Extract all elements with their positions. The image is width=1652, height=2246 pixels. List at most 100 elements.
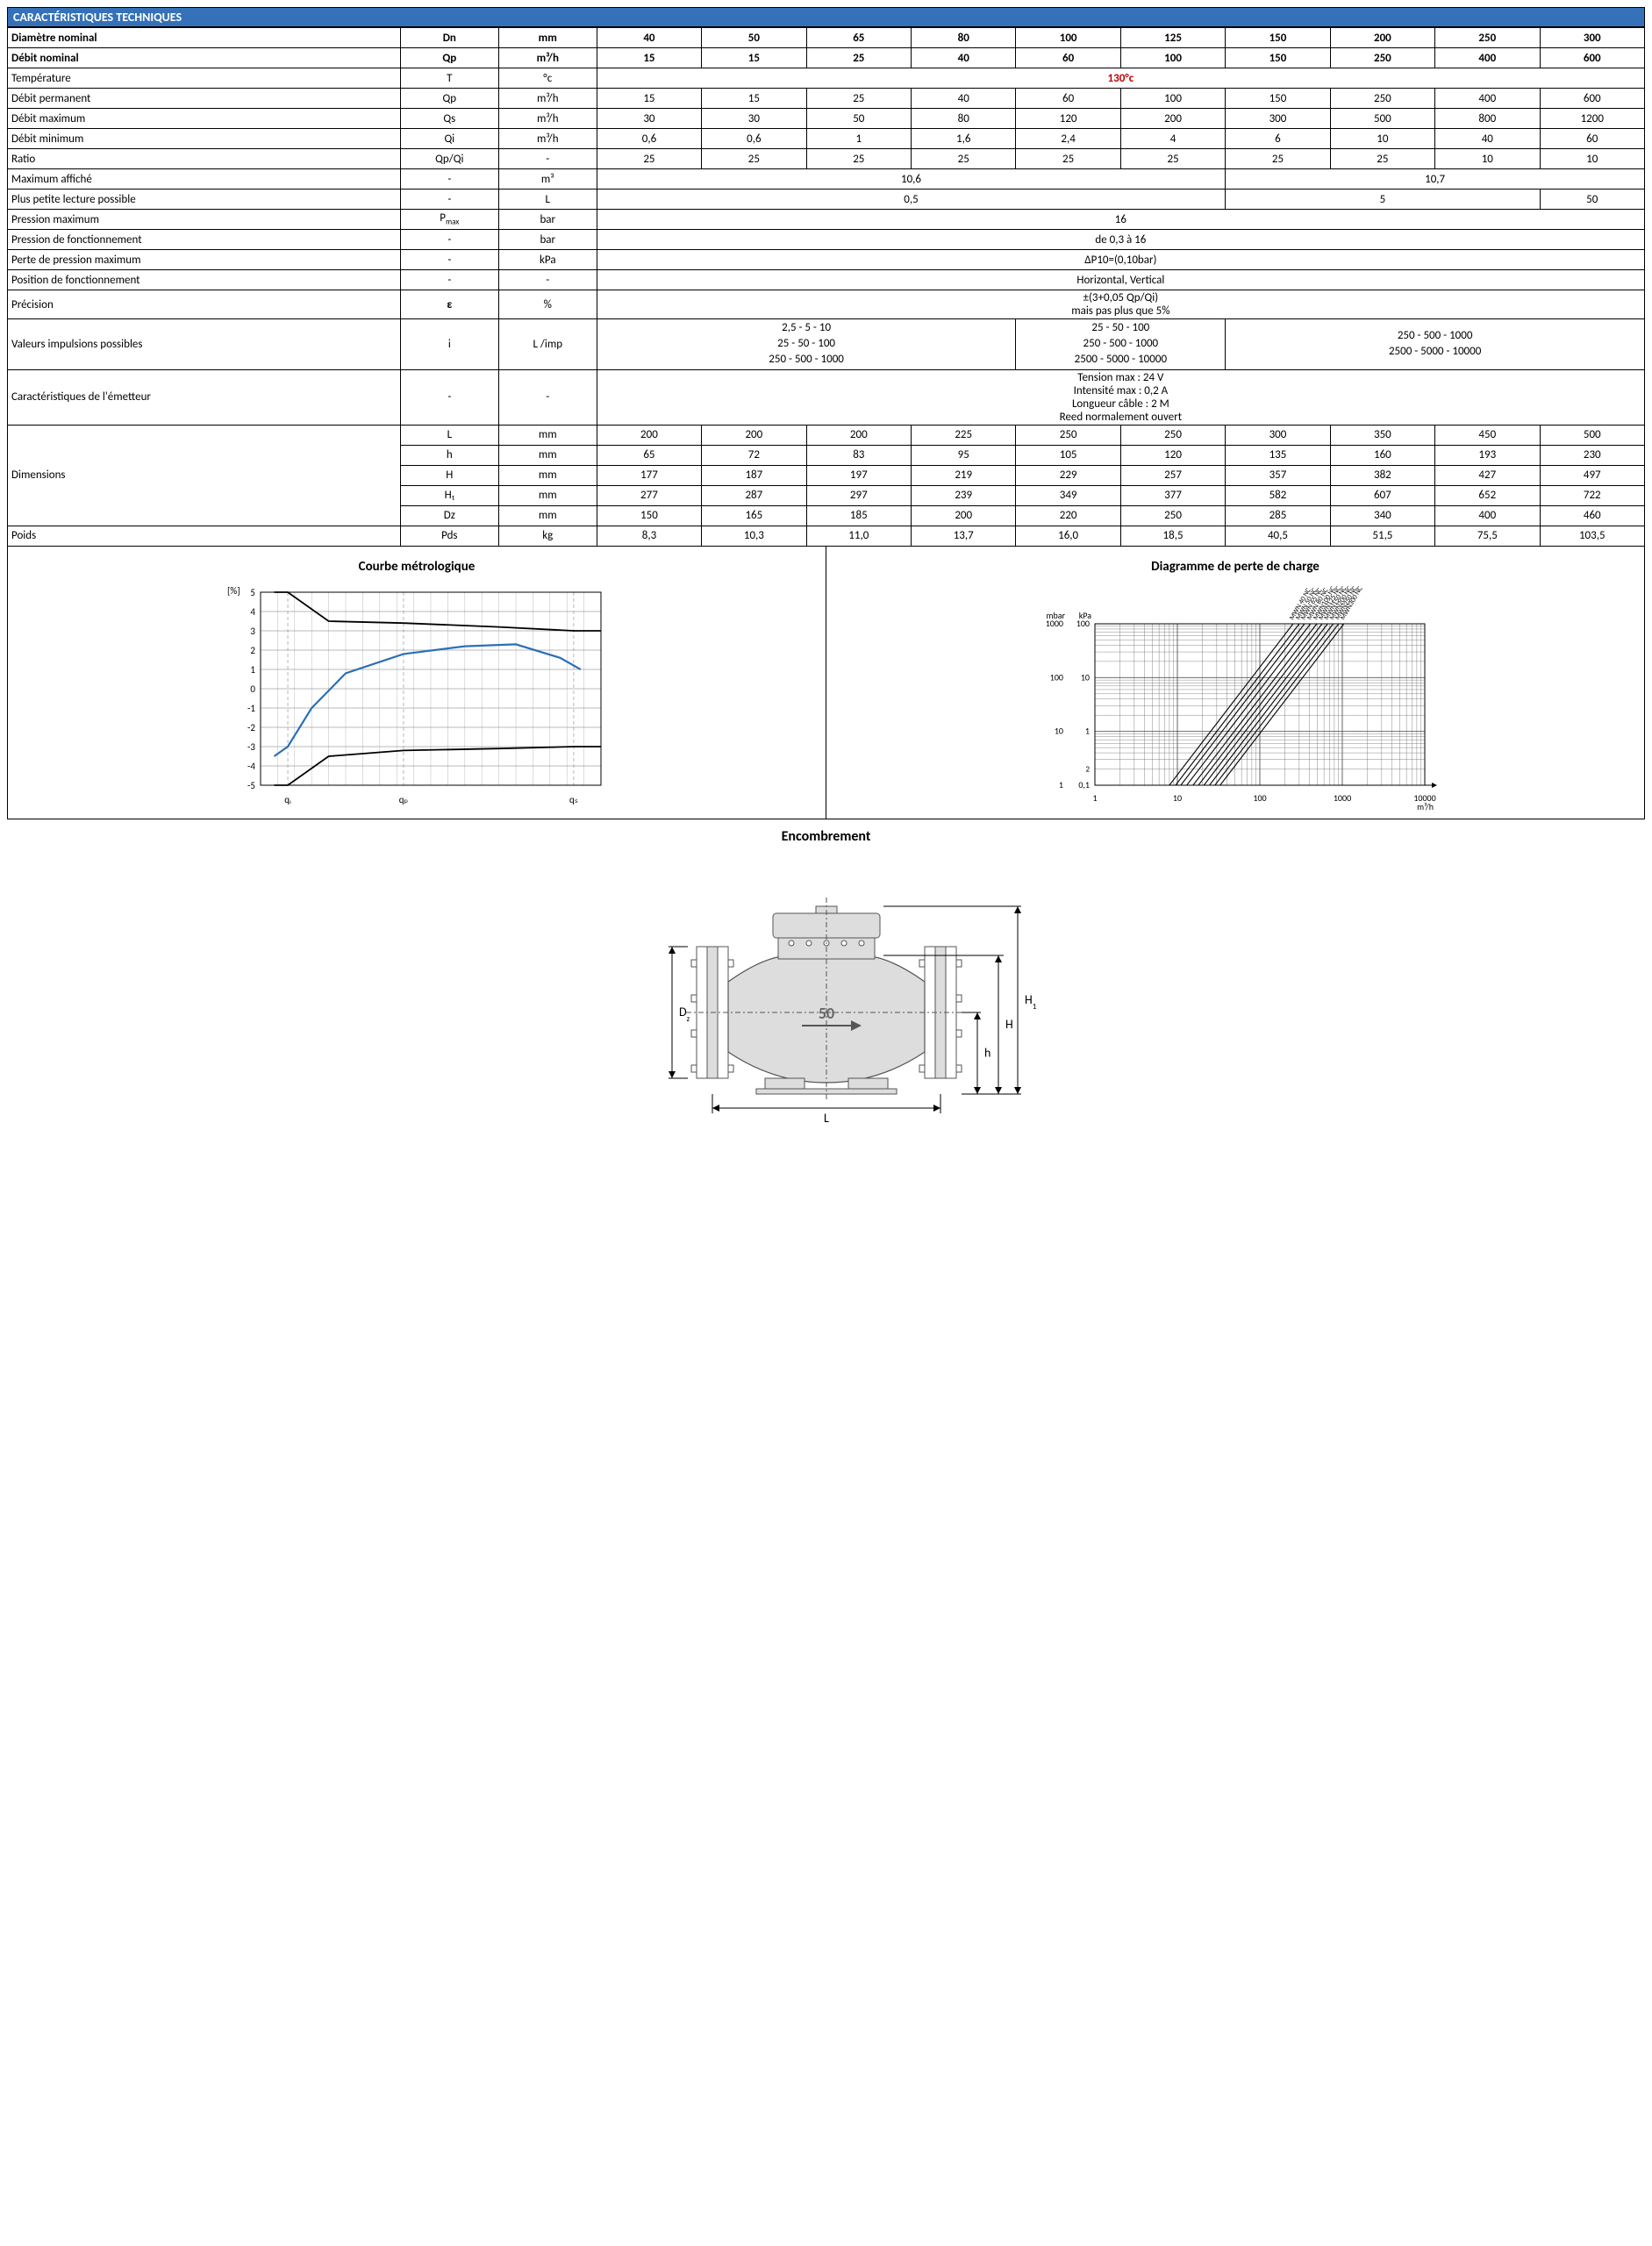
svg-text:[%]: [%] <box>227 585 240 597</box>
spec-value: 10 <box>1540 149 1644 169</box>
spec-value: 25 <box>912 149 1016 169</box>
spec-value: 40,5 <box>1226 526 1330 546</box>
table-row: PoidsPdskg8,310,311,013,716,018,540,551,… <box>8 526 1645 546</box>
spec-unit: mm <box>498 445 597 465</box>
spec-value: 16,0 <box>1016 526 1120 546</box>
spec-value: 197 <box>806 465 911 485</box>
spec-value: 582 <box>1226 485 1330 505</box>
table-row: Débit permanentQpm³/h1515254060100150250… <box>8 89 1645 109</box>
spec-value: 400 <box>1435 89 1540 109</box>
spec-value: 257 <box>1120 465 1225 485</box>
spec-value: 120 <box>1016 109 1120 129</box>
svg-text:-4: -4 <box>247 761 255 772</box>
spec-label: Diamètre nominal <box>8 28 401 48</box>
chart-metrologique: Courbe métrologique 543210-1-2-3-4-5qᵢqₚ… <box>8 547 826 819</box>
spec-label: Ratio <box>8 149 401 169</box>
spec-value: 50 <box>1540 190 1644 210</box>
spec-value: 6 <box>1226 129 1330 149</box>
spec-value: de 0,3 à 16 <box>597 230 1644 250</box>
spec-value: 2,4 <box>1016 129 1120 149</box>
spec-value: 239 <box>912 485 1016 505</box>
svg-text:-1: -1 <box>247 703 255 714</box>
spec-label: Dimensions <box>8 425 401 526</box>
spec-value: 200 <box>912 505 1016 526</box>
svg-text:1: 1 <box>1092 792 1097 804</box>
spec-value: 497 <box>1540 465 1644 485</box>
spec-value: 150 <box>1226 48 1330 68</box>
spec-symbol: - <box>400 190 498 210</box>
spec-value: 95 <box>912 445 1016 465</box>
spec-label: Maximum affiché <box>8 169 401 190</box>
svg-text:100: 100 <box>1050 671 1063 683</box>
spec-value: 25 <box>806 149 911 169</box>
spec-symbol: - <box>400 369 498 425</box>
spec-value: 500 <box>1330 109 1434 129</box>
spec-label: Position de fonctionnement <box>8 270 401 290</box>
spec-label: Précision <box>8 290 401 319</box>
svg-text:1: 1 <box>1085 725 1090 736</box>
spec-value: 25 <box>806 89 911 109</box>
table-row: Plus petite lecture possible-L0,5550 <box>8 190 1645 210</box>
spec-value: 607 <box>1330 485 1434 505</box>
spec-value: 125 <box>1120 28 1225 48</box>
spec-value: 722 <box>1540 485 1644 505</box>
table-row: Débit minimumQim³/h0,60,611,62,446104060 <box>8 129 1645 149</box>
spec-value: 357 <box>1226 465 1330 485</box>
spec-value: 60 <box>1016 48 1120 68</box>
spec-value: 60 <box>1016 89 1120 109</box>
spec-value: 229 <box>1016 465 1120 485</box>
spec-value: 230 <box>1540 445 1644 465</box>
spec-value: 105 <box>1016 445 1120 465</box>
spec-symbol: H₁ <box>400 485 498 505</box>
table-row: Diamètre nominalDnmm40506580100125150200… <box>8 28 1645 48</box>
svg-text:kPa: kPa <box>1079 610 1091 621</box>
spec-symbol: H <box>400 465 498 485</box>
chart-dp-svg: 1101001000100000,111101010010010002mbark… <box>1033 583 1437 812</box>
svg-text:H1: H1 <box>1025 992 1037 1012</box>
spec-value: 165 <box>702 505 806 526</box>
svg-text:10: 10 <box>1055 725 1063 736</box>
spec-value: 300 <box>1540 28 1644 48</box>
spec-symbol: - <box>400 250 498 270</box>
spec-value: 25 - 50 - 100250 - 500 - 10002500 - 5000… <box>1016 319 1226 370</box>
spec-value: 16 <box>597 210 1644 230</box>
chart-perte-charge: Diagramme de perte de charge 11010010001… <box>826 547 1644 819</box>
spec-value: 100 <box>1120 89 1225 109</box>
spec-label: Poids <box>8 526 401 546</box>
table-row: Perte de pression maximum-kPaΔP10=(0,10b… <box>8 250 1645 270</box>
spec-value: 25 <box>1016 149 1120 169</box>
svg-text:m³/h: m³/h <box>1417 801 1434 812</box>
spec-value: 460 <box>1540 505 1644 526</box>
spec-value: 60 <box>1540 129 1644 149</box>
spec-value: 350 <box>1330 425 1434 445</box>
spec-value: 25 <box>1330 149 1434 169</box>
spec-value: 25 <box>1120 149 1225 169</box>
spec-value: 1200 <box>1540 109 1644 129</box>
svg-text:2: 2 <box>1085 764 1090 774</box>
svg-text:100: 100 <box>1253 792 1266 804</box>
spec-unit: m³/h <box>498 109 597 129</box>
spec-value: 83 <box>806 445 911 465</box>
spec-value: 135 <box>1226 445 1330 465</box>
table-row: Précisionε%±(3+0,05 Qp/Qi)mais pas plus … <box>8 290 1645 319</box>
spec-value: 15 <box>702 48 806 68</box>
table-row: Position de fonctionnement--Horizontal, … <box>8 270 1645 290</box>
spec-value: 51,5 <box>1330 526 1434 546</box>
spec-value: 177 <box>597 465 701 485</box>
spec-value: 160 <box>1330 445 1434 465</box>
spec-value: ±(3+0,05 Qp/Qi)mais pas plus que 5% <box>597 290 1644 319</box>
spec-label: Caractéristiques de l'émetteur <box>8 369 401 425</box>
spec-value: 200 <box>597 425 701 445</box>
spec-value: Tension max : 24 VIntensité max : 0,2 AL… <box>597 369 1644 425</box>
section-header: CARACTÉRISTIQUES TECHNIQUES <box>7 7 1645 27</box>
spec-value: 75,5 <box>1435 526 1540 546</box>
spec-unit: kg <box>498 526 597 546</box>
svg-text:0: 0 <box>250 683 255 695</box>
spec-unit: bar <box>498 210 597 230</box>
spec-value: 25 <box>597 149 701 169</box>
spec-value: 250 - 500 - 10002500 - 5000 - 10000 <box>1226 319 1645 370</box>
spec-unit: - <box>498 270 597 290</box>
spec-value: 382 <box>1330 465 1434 485</box>
table-row: Pression de fonctionnement-barde 0,3 à 1… <box>8 230 1645 250</box>
spec-value: 30 <box>702 109 806 129</box>
